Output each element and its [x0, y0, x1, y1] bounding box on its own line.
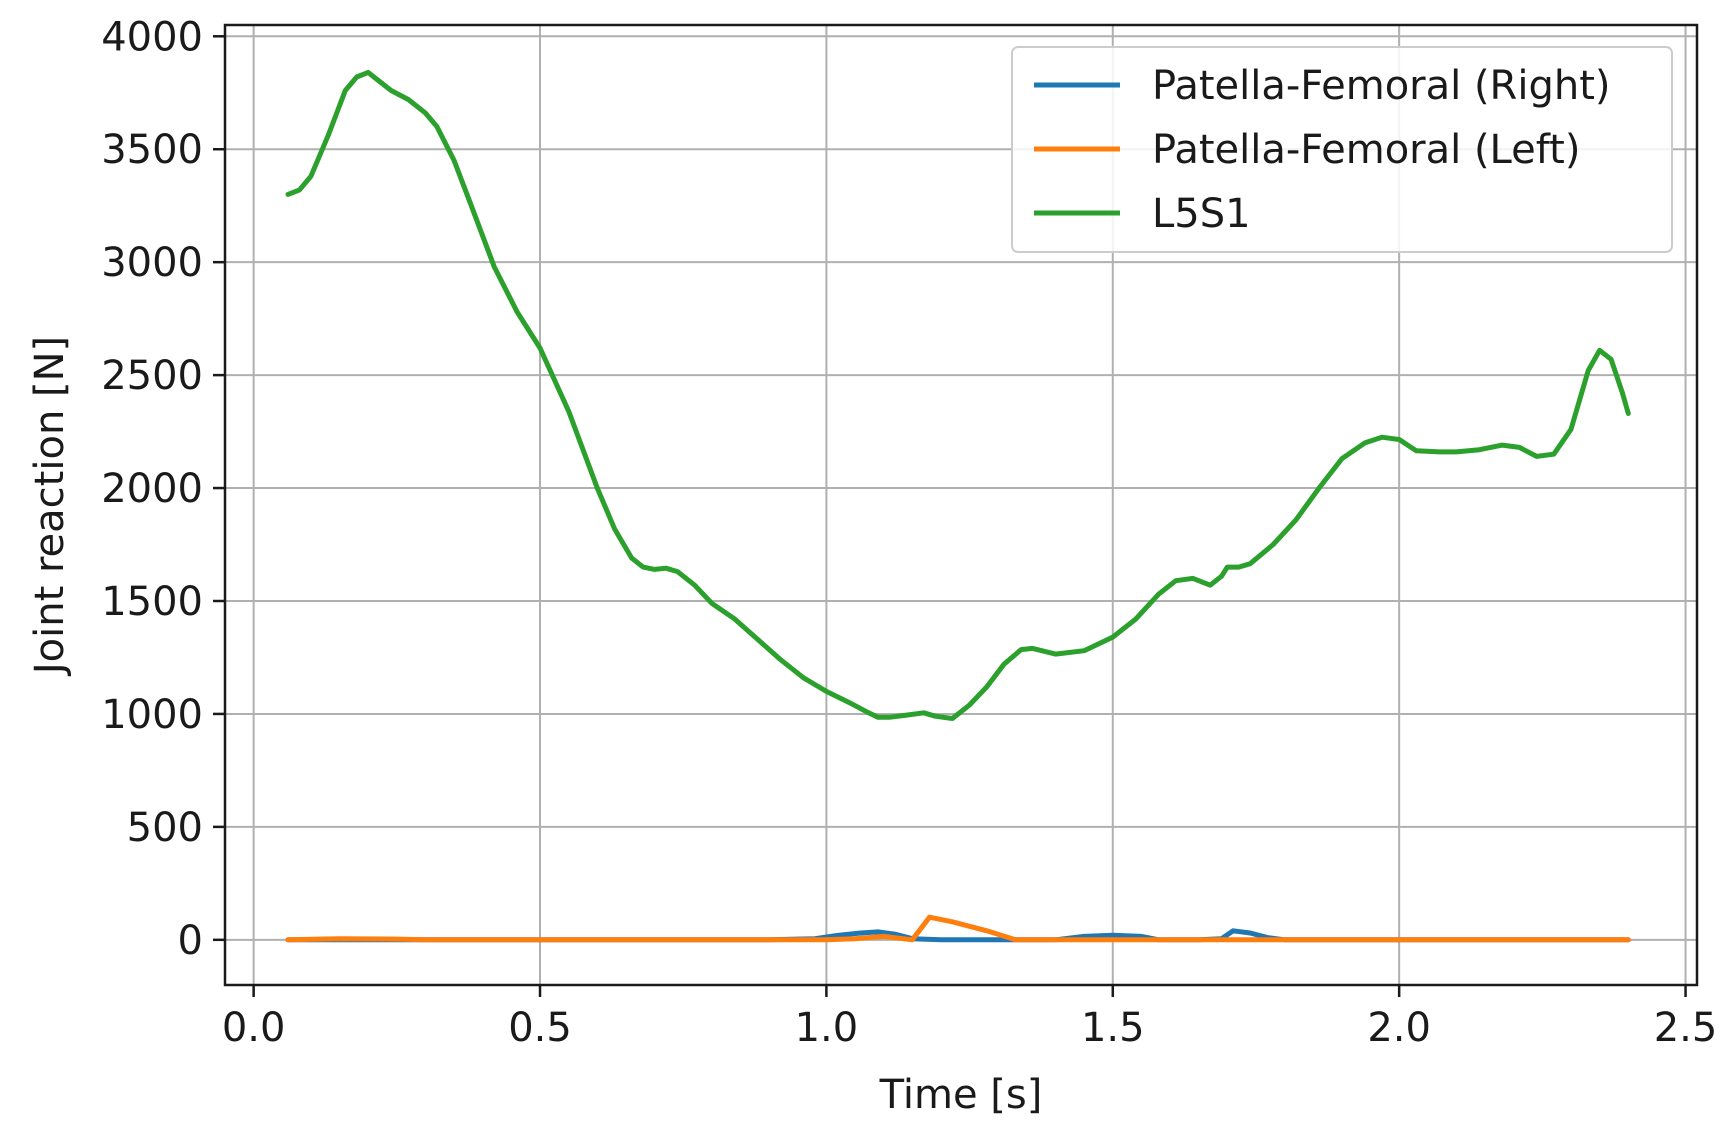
y-axis-label: Joint reaction [N]: [27, 336, 73, 677]
y-tick-label: 3000: [101, 240, 203, 286]
legend: Patella-Femoral (Right) Patella-Femoral (…: [1011, 46, 1673, 253]
legend-label: Patella-Femoral (Left): [1152, 127, 1580, 173]
y-tick-label: 500: [127, 805, 203, 851]
plot-frame: [223, 23, 1699, 987]
series-line-patella-femoral-left: [285, 914, 1631, 943]
series-line-l5s1: [285, 69, 1631, 721]
x-tick-label: 1.5: [1081, 1005, 1145, 1051]
y-tick-label: 2000: [101, 466, 203, 512]
x-axis-label: Time [s]: [879, 1072, 1043, 1118]
y-tick-label: 1000: [101, 692, 203, 738]
y-tick-label: 1500: [101, 579, 203, 625]
legend-label: L5S1: [1152, 191, 1251, 237]
legend-label: Patella-Femoral (Right): [1152, 63, 1611, 109]
y-tick-label: 3500: [101, 127, 203, 173]
y-tick-label: 2500: [101, 353, 203, 399]
x-tick-label: 0.0: [222, 1005, 286, 1051]
x-tick-label: 1.0: [795, 1005, 859, 1051]
y-tick-label: 4000: [101, 14, 203, 60]
ticks-layer: 0.0 0.5 1.0 1.5 2.0 2.5 0 500 1000 1500 2000 2500 30…: [101, 14, 1717, 1051]
legend-box: [1011, 46, 1673, 253]
series-layer: [285, 69, 1631, 943]
legend-entries: Patella-Femoral (Right) Patella-Femoral (…: [1034, 63, 1611, 237]
x-tick-label: 2.5: [1654, 1005, 1718, 1051]
x-tick-label: 2.0: [1367, 1005, 1431, 1051]
y-tick-label: 0: [178, 918, 203, 964]
x-tick-label: 0.5: [508, 1005, 572, 1051]
